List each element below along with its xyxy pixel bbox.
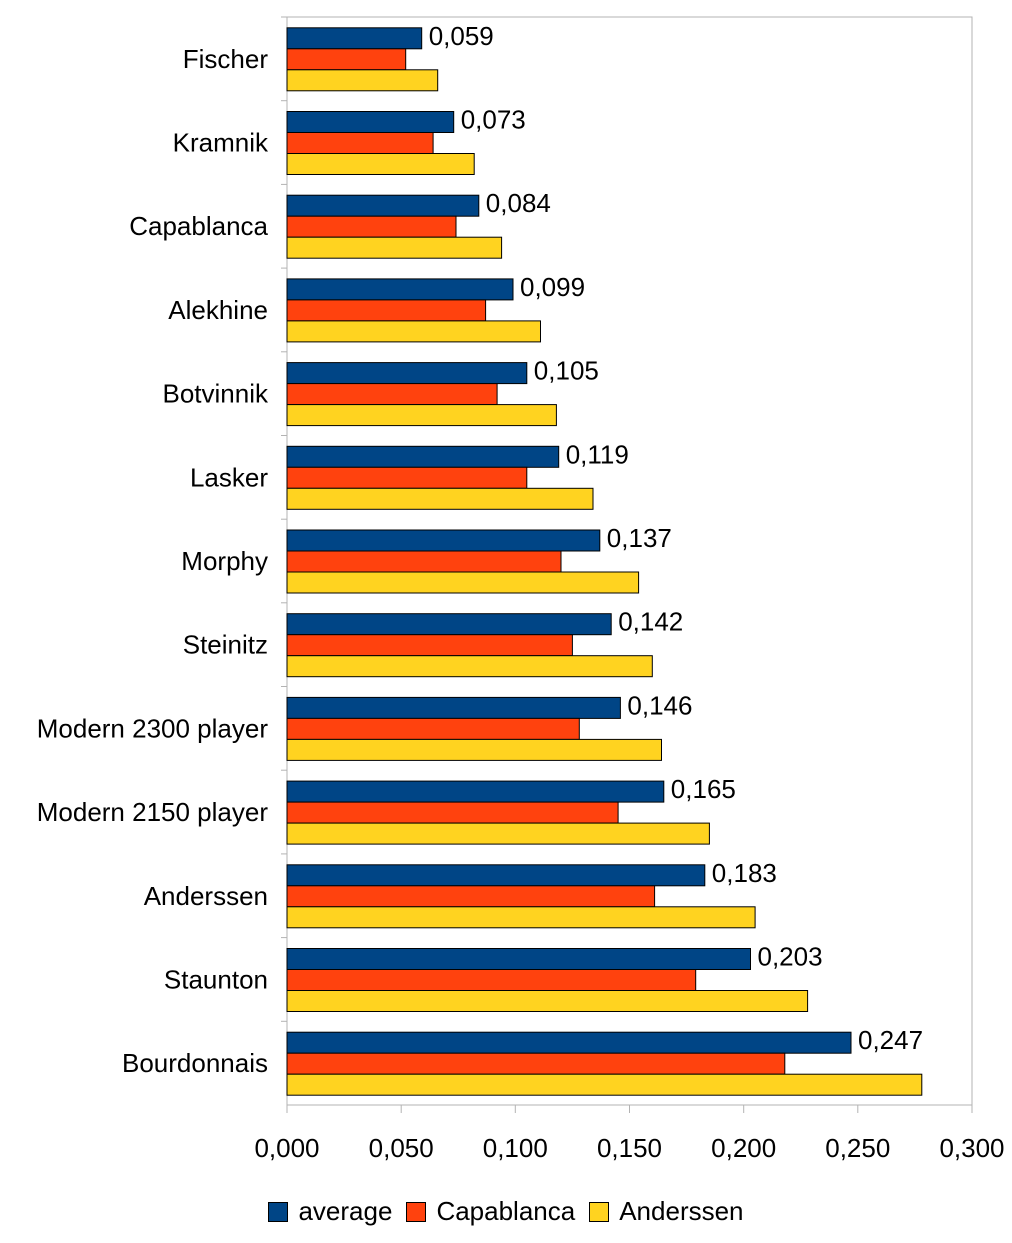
legend-item-anderssen: Anderssen — [589, 1196, 744, 1227]
data-label-capablanca: 0,084 — [486, 188, 551, 218]
bar-average-alekhine — [286, 278, 514, 301]
bar-average-anderssen — [286, 864, 706, 887]
category-label-morphy: Morphy — [181, 546, 268, 576]
bar-capablanca-alekhine — [286, 299, 487, 322]
bar-average-capablanca — [286, 194, 480, 217]
bar-average-bourdonnais — [286, 1031, 852, 1054]
category-label-fischer: Fischer — [183, 44, 269, 74]
bar-anderssen-staunton — [286, 990, 809, 1012]
bar-capablanca-fischer — [286, 48, 407, 71]
bar-anderssen-capablanca — [286, 236, 503, 259]
bar-anderssen-modern-2300-player — [286, 738, 662, 761]
category-label-steinitz: Steinitz — [183, 630, 268, 660]
bar-capablanca-steinitz — [286, 634, 573, 657]
x-axis: 0,000 0,050 0,100 0,150 0,200 0,250 0,300 — [254, 16, 1005, 1163]
category-label-botvinnik: Botvinnik — [163, 379, 269, 409]
data-label-lasker: 0,119 — [566, 439, 629, 469]
legend: average Capablanca Anderssen — [0, 1196, 1012, 1227]
bar-average-lasker — [286, 445, 560, 468]
bar-anderssen-kramnik — [286, 153, 475, 175]
data-label-kramnik: 0,073 — [461, 105, 526, 135]
x-tick-label: 0,050 — [369, 1133, 434, 1163]
category-label-anderssen: Anderssen — [144, 881, 268, 911]
bar-capablanca-morphy — [286, 550, 562, 573]
legend-label-average: average — [298, 1196, 393, 1226]
bar-capablanca-bourdonnais — [286, 1052, 786, 1075]
bar-chart: 0,059 0,073 0,084 0,099 0,105 0,119 0,137 0,142… — [37, 16, 1005, 1163]
bar-average-modern-2300-player — [286, 696, 621, 719]
bar-capablanca-botvinnik — [286, 383, 498, 406]
bar-average-steinitz — [286, 613, 612, 636]
data-label-morphy: 0,137 — [607, 523, 672, 553]
legend-label-capablanca: Capablanca — [436, 1196, 576, 1226]
bar-anderssen-morphy — [286, 571, 640, 594]
bar-anderssen-anderssen — [286, 906, 756, 929]
bar-capablanca-lasker — [286, 466, 528, 489]
category-label-kramnik: Kramnik — [173, 128, 269, 158]
bar-average-morphy — [286, 529, 601, 552]
x-tick-label: 0,300 — [939, 1133, 1004, 1163]
category-label-lasker: Lasker — [190, 462, 268, 492]
x-tick-label: 0,100 — [483, 1133, 548, 1163]
data-label-modern-2150-player: 0,165 — [671, 774, 736, 804]
category-label-capablanca: Capablanca — [129, 211, 268, 241]
x-tick-label: 0,250 — [825, 1133, 890, 1163]
legend-swatch-anderssen — [589, 1201, 610, 1222]
bar-average-staunton — [286, 948, 751, 970]
bar-anderssen-steinitz — [286, 655, 653, 678]
legend-item-average: average — [268, 1196, 392, 1227]
x-tick-label: 0,150 — [597, 1133, 662, 1163]
bar-average-botvinnik — [286, 362, 528, 385]
legend-swatch-average — [268, 1201, 289, 1222]
x-tick-label: 0,200 — [711, 1133, 776, 1163]
bar-capablanca-capablanca — [286, 215, 457, 238]
data-label-fischer: 0,059 — [429, 21, 494, 51]
bar-anderssen-lasker — [286, 487, 594, 510]
category-label-modern-2150-player: Modern 2150 player — [37, 797, 269, 827]
data-label-bourdonnais: 0,247 — [858, 1025, 923, 1055]
bar-anderssen-bourdonnais — [286, 1073, 923, 1096]
bar-average-fischer — [286, 27, 423, 50]
bar-anderssen-alekhine — [286, 320, 541, 343]
bar-anderssen-fischer — [286, 69, 439, 92]
bar-anderssen-botvinnik — [286, 404, 557, 427]
legend-swatch-capablanca — [406, 1201, 427, 1222]
data-label-alekhine: 0,099 — [520, 272, 585, 302]
bar-capablanca-modern-2150-player — [286, 801, 619, 824]
legend-item-capablanca: Capablanca — [406, 1196, 575, 1227]
bar-average-kramnik — [286, 111, 455, 133]
x-tick-label: 0,000 — [254, 1133, 319, 1163]
data-label-steinitz: 0,142 — [618, 607, 683, 637]
data-label-botvinnik: 0,105 — [534, 356, 599, 386]
data-label-anderssen: 0,183 — [712, 858, 777, 888]
bar-capablanca-staunton — [286, 969, 697, 991]
category-label-bourdonnais: Bourdonnais — [122, 1048, 268, 1078]
bar-capablanca-kramnik — [286, 132, 434, 154]
category-label-alekhine: Alekhine — [168, 295, 268, 325]
legend-label-anderssen: Anderssen — [619, 1196, 744, 1226]
bar-capablanca-anderssen — [286, 885, 656, 908]
bar-anderssen-modern-2150-player — [286, 822, 710, 845]
data-label-modern-2300-player: 0,146 — [627, 690, 692, 720]
bar-average-modern-2150-player — [286, 780, 665, 803]
category-label-modern-2300-player: Modern 2300 player — [37, 713, 269, 743]
data-label-staunton: 0,203 — [758, 942, 823, 972]
category-labels: Fischer Kramnik Capablanca Alekhine Botvinni… — [37, 44, 269, 1078]
bars-group: 0,059 0,073 0,084 0,099 0,105 0,119 0,137 0,142… — [286, 21, 923, 1096]
category-label-staunton: Staunton — [164, 965, 268, 995]
bar-capablanca-modern-2300-player — [286, 717, 580, 740]
